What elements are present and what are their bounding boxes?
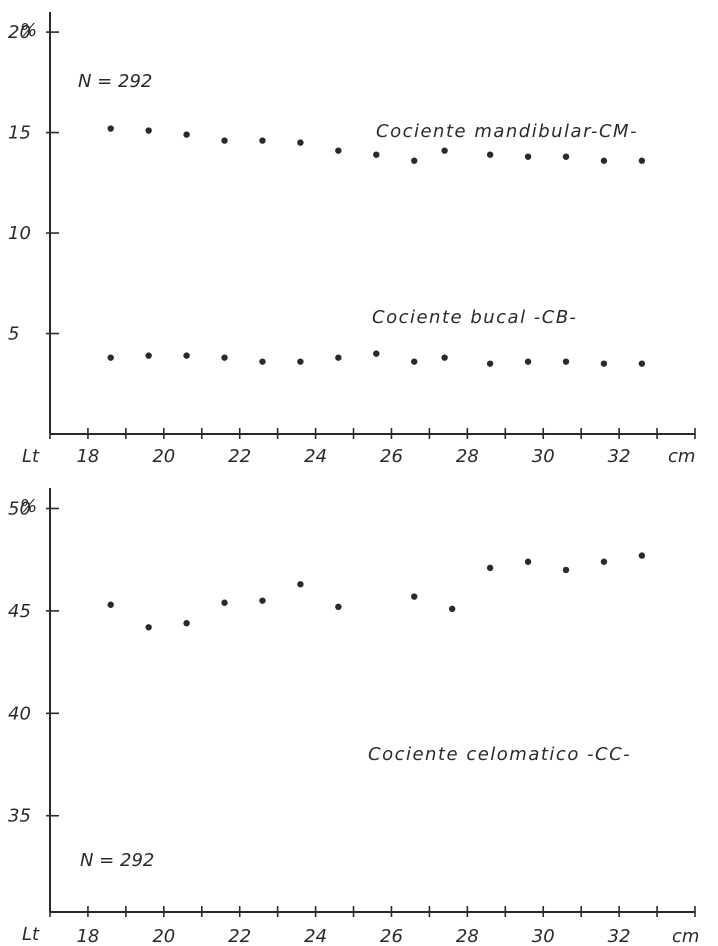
data-point-series-0 [145,624,152,631]
n-annotation: N = 292 [80,850,154,871]
data-point-series-1 [524,358,532,365]
x-axis-label: Lt [22,446,40,467]
data-point-series-1 [373,350,380,357]
data-point-series-0 [524,558,532,565]
data-point-series-0 [107,601,114,608]
data-point-series-0 [524,153,532,160]
x-tick-label: 32 [608,926,631,946]
x-tick-label: 24 [304,446,327,467]
x-tick-label: 20 [152,926,175,946]
data-point-series-0 [441,147,448,154]
data-point-series-1 [183,352,190,359]
x-tick-label: 28 [456,446,479,467]
data-point-series-0 [600,558,608,565]
series-label-bucal: Cociente bucal -CB- [372,307,577,328]
y-tick-label: 20 [8,22,31,43]
y-unit-label: % [20,496,37,517]
data-point-series-1 [335,354,342,361]
data-point-series-1 [486,360,494,367]
data-point-series-0 [411,593,418,600]
tick-group: 18 20 22 24 26 28 30 32 35 40 45 50 [8,498,696,946]
x-tick-label: 28 [456,926,479,946]
data-point-series-0 [107,125,114,132]
data-point-series-1 [221,354,228,361]
x-axis-label: Lt [22,924,40,945]
y-tick-label: 50 [8,498,31,519]
y-tick-label: 5 [8,324,19,345]
data-point-series-0 [411,157,418,164]
n-annotation: N = 292 [78,71,152,92]
x-tick-label: 24 [304,926,327,946]
data-point-series-1 [600,360,608,367]
data-point-series-0 [297,581,304,588]
data-point-series-1 [441,354,448,361]
data-point-series-0 [373,151,380,158]
data-point-series-1 [107,354,114,361]
x-unit-label: cm [668,446,695,467]
data-point-series-1 [562,358,570,365]
y-tick-label: 45 [8,601,31,622]
x-tick-label: 18 [76,446,99,467]
data-point-series-1 [259,358,266,365]
y-tick-label: 15 [8,123,31,144]
y-tick-label: 35 [8,806,31,827]
x-tick-label: 20 [152,446,175,467]
x-tick-label: 32 [608,446,631,467]
data-point-series-0 [486,151,494,158]
data-point-series-0 [638,552,646,559]
data-point-series-0 [562,153,570,160]
chart-panel-celomatico: % Lt cm N = 292 Cociente celomatico -CC-… [8,488,699,946]
data-point-series-0 [259,597,266,604]
chart-panel-mandibular-bucal: % Lt cm N = 292 Cociente mandibular-CM- … [8,12,696,467]
x-unit-label: cm [672,926,699,946]
x-tick-label: 18 [76,926,99,946]
point-group [107,125,646,367]
data-point-series-1 [297,358,304,365]
data-point-series-1 [145,352,152,359]
series-label-celomatico: Cociente celomatico -CC- [368,744,631,765]
data-point-series-1 [411,358,418,365]
x-tick-label: 30 [532,446,555,467]
point-group [107,552,646,631]
x-tick-label: 26 [380,446,403,467]
x-tick-label: 22 [228,926,251,946]
data-point-series-0 [562,566,570,574]
data-point-series-0 [600,157,608,164]
data-point-series-0 [486,564,494,572]
y-tick-label: 10 [8,223,31,244]
data-point-series-0 [638,157,646,164]
data-point-series-0 [183,131,190,138]
y-unit-label: % [20,20,37,41]
data-point-series-0 [335,147,342,154]
data-point-series-0 [259,137,266,144]
data-point-series-0 [335,603,342,611]
x-tick-label: 26 [380,926,403,946]
data-point-series-0 [221,137,228,144]
data-point-series-0 [297,139,304,146]
series-label-mandibular: Cociente mandibular-CM- [376,121,638,142]
data-point-series-0 [145,127,152,134]
y-tick-label: 40 [8,703,31,724]
data-point-series-0 [221,599,228,606]
x-tick-label: 22 [228,446,251,467]
tick-group: 18 20 22 24 26 28 30 32 5 10 15 20 [8,22,696,467]
x-tick-label: 30 [532,926,555,946]
data-point-series-0 [183,619,190,627]
data-point-series-0 [448,605,456,613]
data-point-series-1 [638,360,646,367]
